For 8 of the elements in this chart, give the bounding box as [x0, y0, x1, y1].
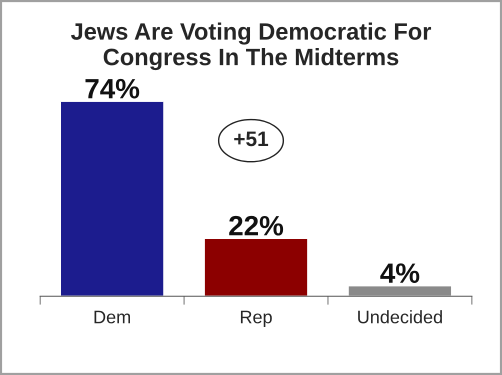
- x-tick-label: Dem: [94, 310, 130, 324]
- x-tick-label: Undecided: [358, 310, 442, 324]
- annotation: +51: [234, 132, 268, 146]
- x-tick-label: Rep: [240, 310, 272, 327]
- chart-title: Jews Are Voting Democratic For Congress In The Midterms: [70, 22, 432, 70]
- data-label: 4%: [380, 263, 420, 283]
- data-label: 74%: [86, 78, 140, 98]
- data-label: 22%: [229, 216, 284, 236]
